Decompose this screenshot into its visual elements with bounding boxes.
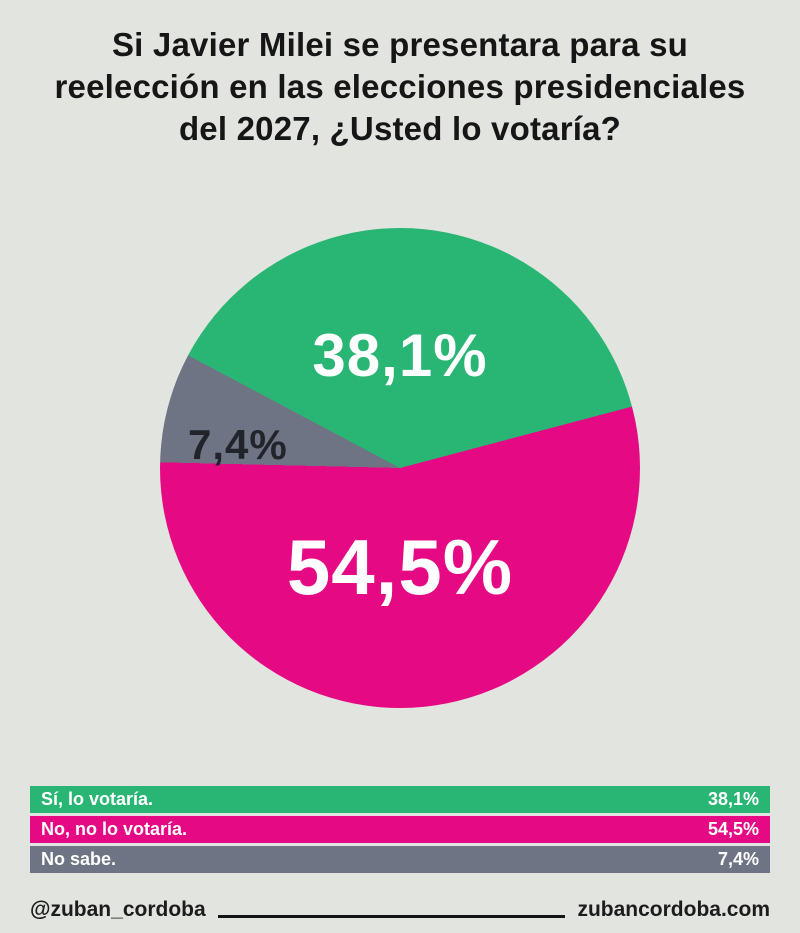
legend-row-yes: Sí, lo votaría. 38,1% [30, 786, 770, 813]
footer: @zuban_cordoba zubancordoba.com [30, 898, 770, 922]
legend-label-yes: Sí, lo votaría. [41, 789, 154, 809]
title-line-3: del 2027, ¿Usted lo votaría? [178, 110, 622, 147]
legend-row-undecided: No sabe. 7,4% [30, 846, 770, 873]
title-line-1: Si Javier Milei se presentara para su [111, 26, 689, 63]
legend-label-no: No, no lo votaría. [41, 819, 188, 839]
pie-chart-area: 38,1% 54,5% 7,4% [160, 228, 640, 708]
legend-value-undecided: 7,4% [717, 849, 759, 869]
legend-value-no: 54,5% [707, 819, 759, 839]
pie-chart [160, 228, 640, 708]
pie-label-undecided: 7,4% [188, 421, 288, 468]
website-text: zubancordoba.com [577, 898, 770, 921]
chart-title: Si Javier Milei se presentara para su re… [0, 0, 800, 150]
title-line-2: reelección en las elecciones presidencia… [54, 68, 746, 105]
pie-label-yes: 38,1% [312, 322, 488, 389]
legend: Sí, lo votaría. 38,1% No, no lo votaría.… [30, 786, 770, 876]
divider-line [217, 915, 566, 918]
pie-label-no: 54,5% [286, 523, 514, 611]
legend-row-no: No, no lo votaría. 54,5% [30, 816, 770, 843]
legend-label-undecided: No sabe. [41, 849, 117, 869]
legend-value-yes: 38,1% [707, 789, 759, 809]
social-handle: @zuban_cordoba [30, 898, 206, 921]
